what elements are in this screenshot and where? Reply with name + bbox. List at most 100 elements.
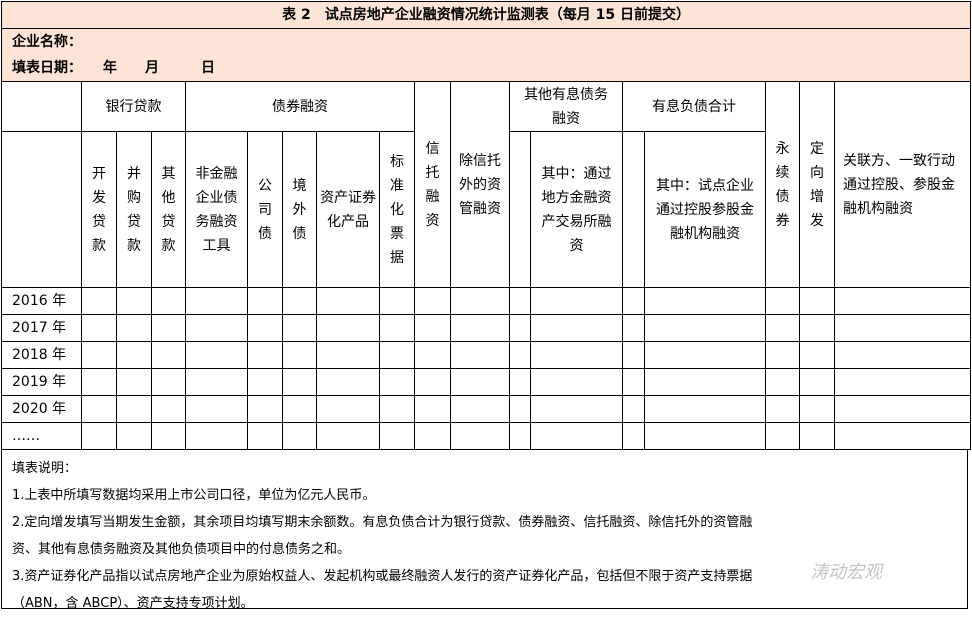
data-cell[interactable]: [282, 341, 317, 369]
data-cell[interactable]: [81, 341, 117, 369]
data-cell[interactable]: [833, 422, 972, 450]
data-cell[interactable]: [644, 422, 766, 450]
data-cell[interactable]: [379, 314, 415, 342]
data-cell[interactable]: [644, 395, 766, 423]
data-cell[interactable]: [185, 395, 248, 423]
data-cell[interactable]: [414, 368, 451, 396]
data-cell[interactable]: [282, 395, 317, 423]
data-cell[interactable]: [509, 395, 531, 423]
data-cell[interactable]: [530, 422, 623, 450]
data-cell[interactable]: [81, 422, 117, 450]
data-cell[interactable]: [622, 368, 645, 396]
data-cell[interactable]: [282, 422, 317, 450]
data-cell[interactable]: [116, 368, 152, 396]
data-cell[interactable]: [509, 341, 531, 369]
data-cell[interactable]: [282, 287, 317, 315]
data-cell[interactable]: [379, 287, 415, 315]
data-cell[interactable]: [151, 341, 186, 369]
data-cell[interactable]: [81, 314, 117, 342]
data-cell[interactable]: [799, 395, 835, 423]
data-cell[interactable]: [765, 314, 800, 342]
data-cell[interactable]: [116, 287, 152, 315]
data-cell[interactable]: [509, 368, 531, 396]
data-cell[interactable]: [765, 422, 800, 450]
data-cell[interactable]: [450, 422, 510, 450]
data-cell[interactable]: [247, 341, 283, 369]
data-cell[interactable]: [530, 314, 623, 342]
data-cell[interactable]: [282, 314, 317, 342]
data-cell[interactable]: [530, 341, 623, 369]
data-cell[interactable]: [530, 287, 623, 315]
data-cell[interactable]: [765, 368, 800, 396]
data-cell[interactable]: [151, 287, 186, 315]
data-cell[interactable]: [622, 287, 645, 315]
data-cell[interactable]: [450, 341, 510, 369]
data-cell[interactable]: [247, 395, 283, 423]
data-cell[interactable]: [833, 395, 972, 423]
data-cell[interactable]: [799, 341, 835, 369]
data-cell[interactable]: [509, 422, 531, 450]
data-cell[interactable]: [799, 368, 835, 396]
data-cell[interactable]: [151, 314, 186, 342]
data-cell[interactable]: [185, 341, 248, 369]
data-cell[interactable]: [247, 287, 283, 315]
data-cell[interactable]: [379, 341, 415, 369]
data-cell[interactable]: [450, 314, 510, 342]
data-cell[interactable]: [247, 314, 283, 342]
data-cell[interactable]: [185, 314, 248, 342]
data-cell[interactable]: [379, 395, 415, 423]
data-cell[interactable]: [414, 395, 451, 423]
data-cell[interactable]: [765, 341, 800, 369]
data-cell[interactable]: [116, 422, 152, 450]
data-cell[interactable]: [799, 314, 835, 342]
data-cell[interactable]: [450, 287, 510, 315]
data-cell[interactable]: [81, 368, 117, 396]
data-cell[interactable]: [530, 368, 623, 396]
data-cell[interactable]: [644, 287, 766, 315]
data-cell[interactable]: [450, 395, 510, 423]
data-cell[interactable]: [799, 287, 835, 315]
data-cell[interactable]: [644, 314, 766, 342]
data-cell[interactable]: [316, 287, 380, 315]
data-cell[interactable]: [185, 368, 248, 396]
data-cell[interactable]: [833, 287, 972, 315]
data-cell[interactable]: [316, 422, 380, 450]
data-cell[interactable]: [379, 368, 415, 396]
data-cell[interactable]: [509, 287, 531, 315]
data-cell[interactable]: [316, 341, 380, 369]
data-cell[interactable]: [833, 314, 972, 342]
data-cell[interactable]: [622, 395, 645, 423]
data-cell[interactable]: [116, 341, 152, 369]
data-cell[interactable]: [450, 368, 510, 396]
data-cell[interactable]: [81, 287, 117, 315]
data-cell[interactable]: [81, 395, 117, 423]
data-cell[interactable]: [833, 368, 972, 396]
data-cell[interactable]: [833, 341, 972, 369]
data-cell[interactable]: [151, 368, 186, 396]
data-cell[interactable]: [282, 368, 317, 396]
data-cell[interactable]: [644, 368, 766, 396]
data-cell[interactable]: [622, 341, 645, 369]
data-cell[interactable]: [185, 287, 248, 315]
data-cell[interactable]: [247, 368, 283, 396]
data-cell[interactable]: [185, 422, 248, 450]
data-cell[interactable]: [247, 422, 283, 450]
data-cell[interactable]: [316, 368, 380, 396]
data-cell[interactable]: [151, 422, 186, 450]
data-cell[interactable]: [116, 314, 152, 342]
data-cell[interactable]: [116, 395, 152, 423]
data-cell[interactable]: [414, 341, 451, 369]
data-cell[interactable]: [530, 395, 623, 423]
data-cell[interactable]: [414, 287, 451, 315]
data-cell[interactable]: [379, 422, 415, 450]
data-cell[interactable]: [644, 341, 766, 369]
data-cell[interactable]: [151, 395, 186, 423]
data-cell[interactable]: [765, 395, 800, 423]
data-cell[interactable]: [622, 314, 645, 342]
data-cell[interactable]: [799, 422, 835, 450]
data-cell[interactable]: [316, 395, 380, 423]
data-cell[interactable]: [414, 422, 451, 450]
data-cell[interactable]: [414, 314, 451, 342]
data-cell[interactable]: [622, 422, 645, 450]
data-cell[interactable]: [316, 314, 380, 342]
